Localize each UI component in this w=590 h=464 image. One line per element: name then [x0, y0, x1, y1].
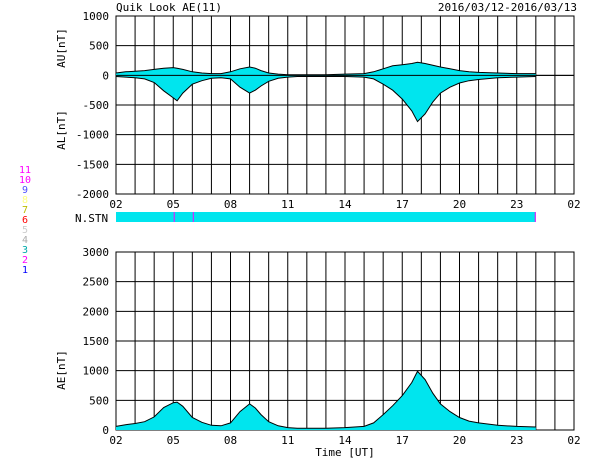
ae-xtick-label: 05	[167, 434, 180, 447]
ae-xtick-label: 14	[338, 434, 352, 447]
al-series-line	[115, 76, 536, 123]
legend-station-number: 7	[22, 205, 28, 216]
au-al-ytick-label: -2000	[76, 188, 109, 201]
au-al-ytick-label: -1000	[76, 129, 109, 142]
au-series-line	[115, 61, 536, 76]
ae-xtick-label: 11	[281, 434, 294, 447]
al-series-fill	[116, 75, 536, 122]
ae-ytick-label: 0	[102, 424, 109, 437]
legend-station-number: 3	[22, 245, 28, 256]
au-al-ytick-label: -500	[83, 99, 110, 112]
au-al-xtick-label: 17	[396, 198, 409, 211]
ae-ylabel: AE[nT]	[55, 350, 68, 390]
au-al-xtick-label: 05	[167, 198, 180, 211]
au-al-xtick-label: 02	[567, 198, 580, 211]
ae-xtick-label: 20	[453, 434, 466, 447]
legend-station-number: 11	[19, 165, 31, 176]
chart-title: Quik Look AE(11)	[116, 1, 222, 14]
ae-xtick-label: 02	[567, 434, 580, 447]
au-al-xtick-label: 23	[510, 198, 523, 211]
x-axis-label: Time [UT]	[315, 446, 375, 459]
au-al-ytick-label: 1000	[83, 10, 110, 23]
ae-ytick-label: 3000	[83, 246, 110, 259]
au-al-ytick-label: 0	[102, 69, 109, 82]
ae-xtick-label: 23	[510, 434, 523, 447]
al-ylabel: AL[nT]	[55, 110, 68, 150]
au-al-xtick-label: 02	[109, 198, 122, 211]
ae-series-line	[115, 370, 536, 429]
ae-xtick-label: 08	[224, 434, 237, 447]
legend-station-number: 6	[22, 215, 28, 226]
station-coverage-bar	[116, 212, 536, 222]
legend-station-number: 4	[22, 235, 28, 246]
ae-xtick-label: 17	[396, 434, 409, 447]
au-series-fill	[116, 62, 536, 76]
au-al-ytick-label: 500	[89, 40, 109, 53]
station-count-bar	[116, 212, 536, 222]
legend-station-number: 1	[22, 265, 28, 276]
au-ylabel: AU[nT]	[55, 28, 68, 68]
au-al-frame	[115, 15, 575, 195]
legend-station-number: 10	[19, 175, 31, 186]
ae-series-fill	[116, 371, 536, 430]
station-label: N.STN	[75, 212, 108, 225]
legend-station-number: 8	[22, 195, 28, 206]
ae-ytick-label: 500	[89, 394, 109, 407]
au-al-xtick-label: 11	[281, 198, 294, 211]
ae-ytick-label: 1500	[83, 335, 110, 348]
au-al-xtick-label: 14	[338, 198, 352, 211]
ae-ytick-label: 1000	[83, 365, 110, 378]
au-al-ytick-label: -1500	[76, 158, 109, 171]
date-range: 2016/03/12-2016/03/13	[438, 1, 577, 14]
au-al-xtick-label: 20	[453, 198, 466, 211]
legend-station-number: 2	[22, 255, 28, 266]
ae-ytick-label: 2000	[83, 305, 110, 318]
au-al-xtick-label: 08	[224, 198, 237, 211]
legend-station-number: 5	[22, 225, 28, 236]
legend-station-number: 9	[22, 185, 28, 196]
ae-xtick-label: 02	[109, 434, 122, 447]
ae-ytick-label: 2500	[83, 276, 110, 289]
